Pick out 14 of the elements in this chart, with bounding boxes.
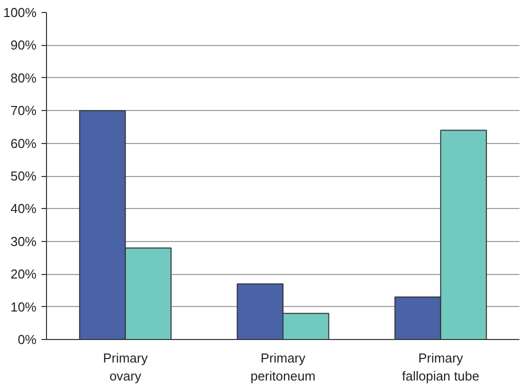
y-tick-label: 90% [10, 38, 37, 53]
y-tick-label: 20% [10, 266, 37, 282]
x-tick-label: Primary peritoneum [250, 350, 316, 384]
x-tick-label: Primary ovary [102, 350, 148, 384]
y-tick-label: 70% [10, 103, 37, 118]
y-tick-label: 80% [10, 70, 37, 86]
x-tick-label: Primary fallopian tube [402, 350, 480, 384]
y-tick-label: 30% [10, 234, 37, 249]
y-tick-label: 50% [10, 168, 37, 184]
y-tick-label: 60% [10, 136, 37, 151]
y-tick-label: 10% [10, 299, 37, 314]
y-tick-label: 0% [18, 332, 37, 347]
y-tick-label: 40% [10, 201, 37, 216]
y-tick-label: 100% [3, 5, 37, 20]
